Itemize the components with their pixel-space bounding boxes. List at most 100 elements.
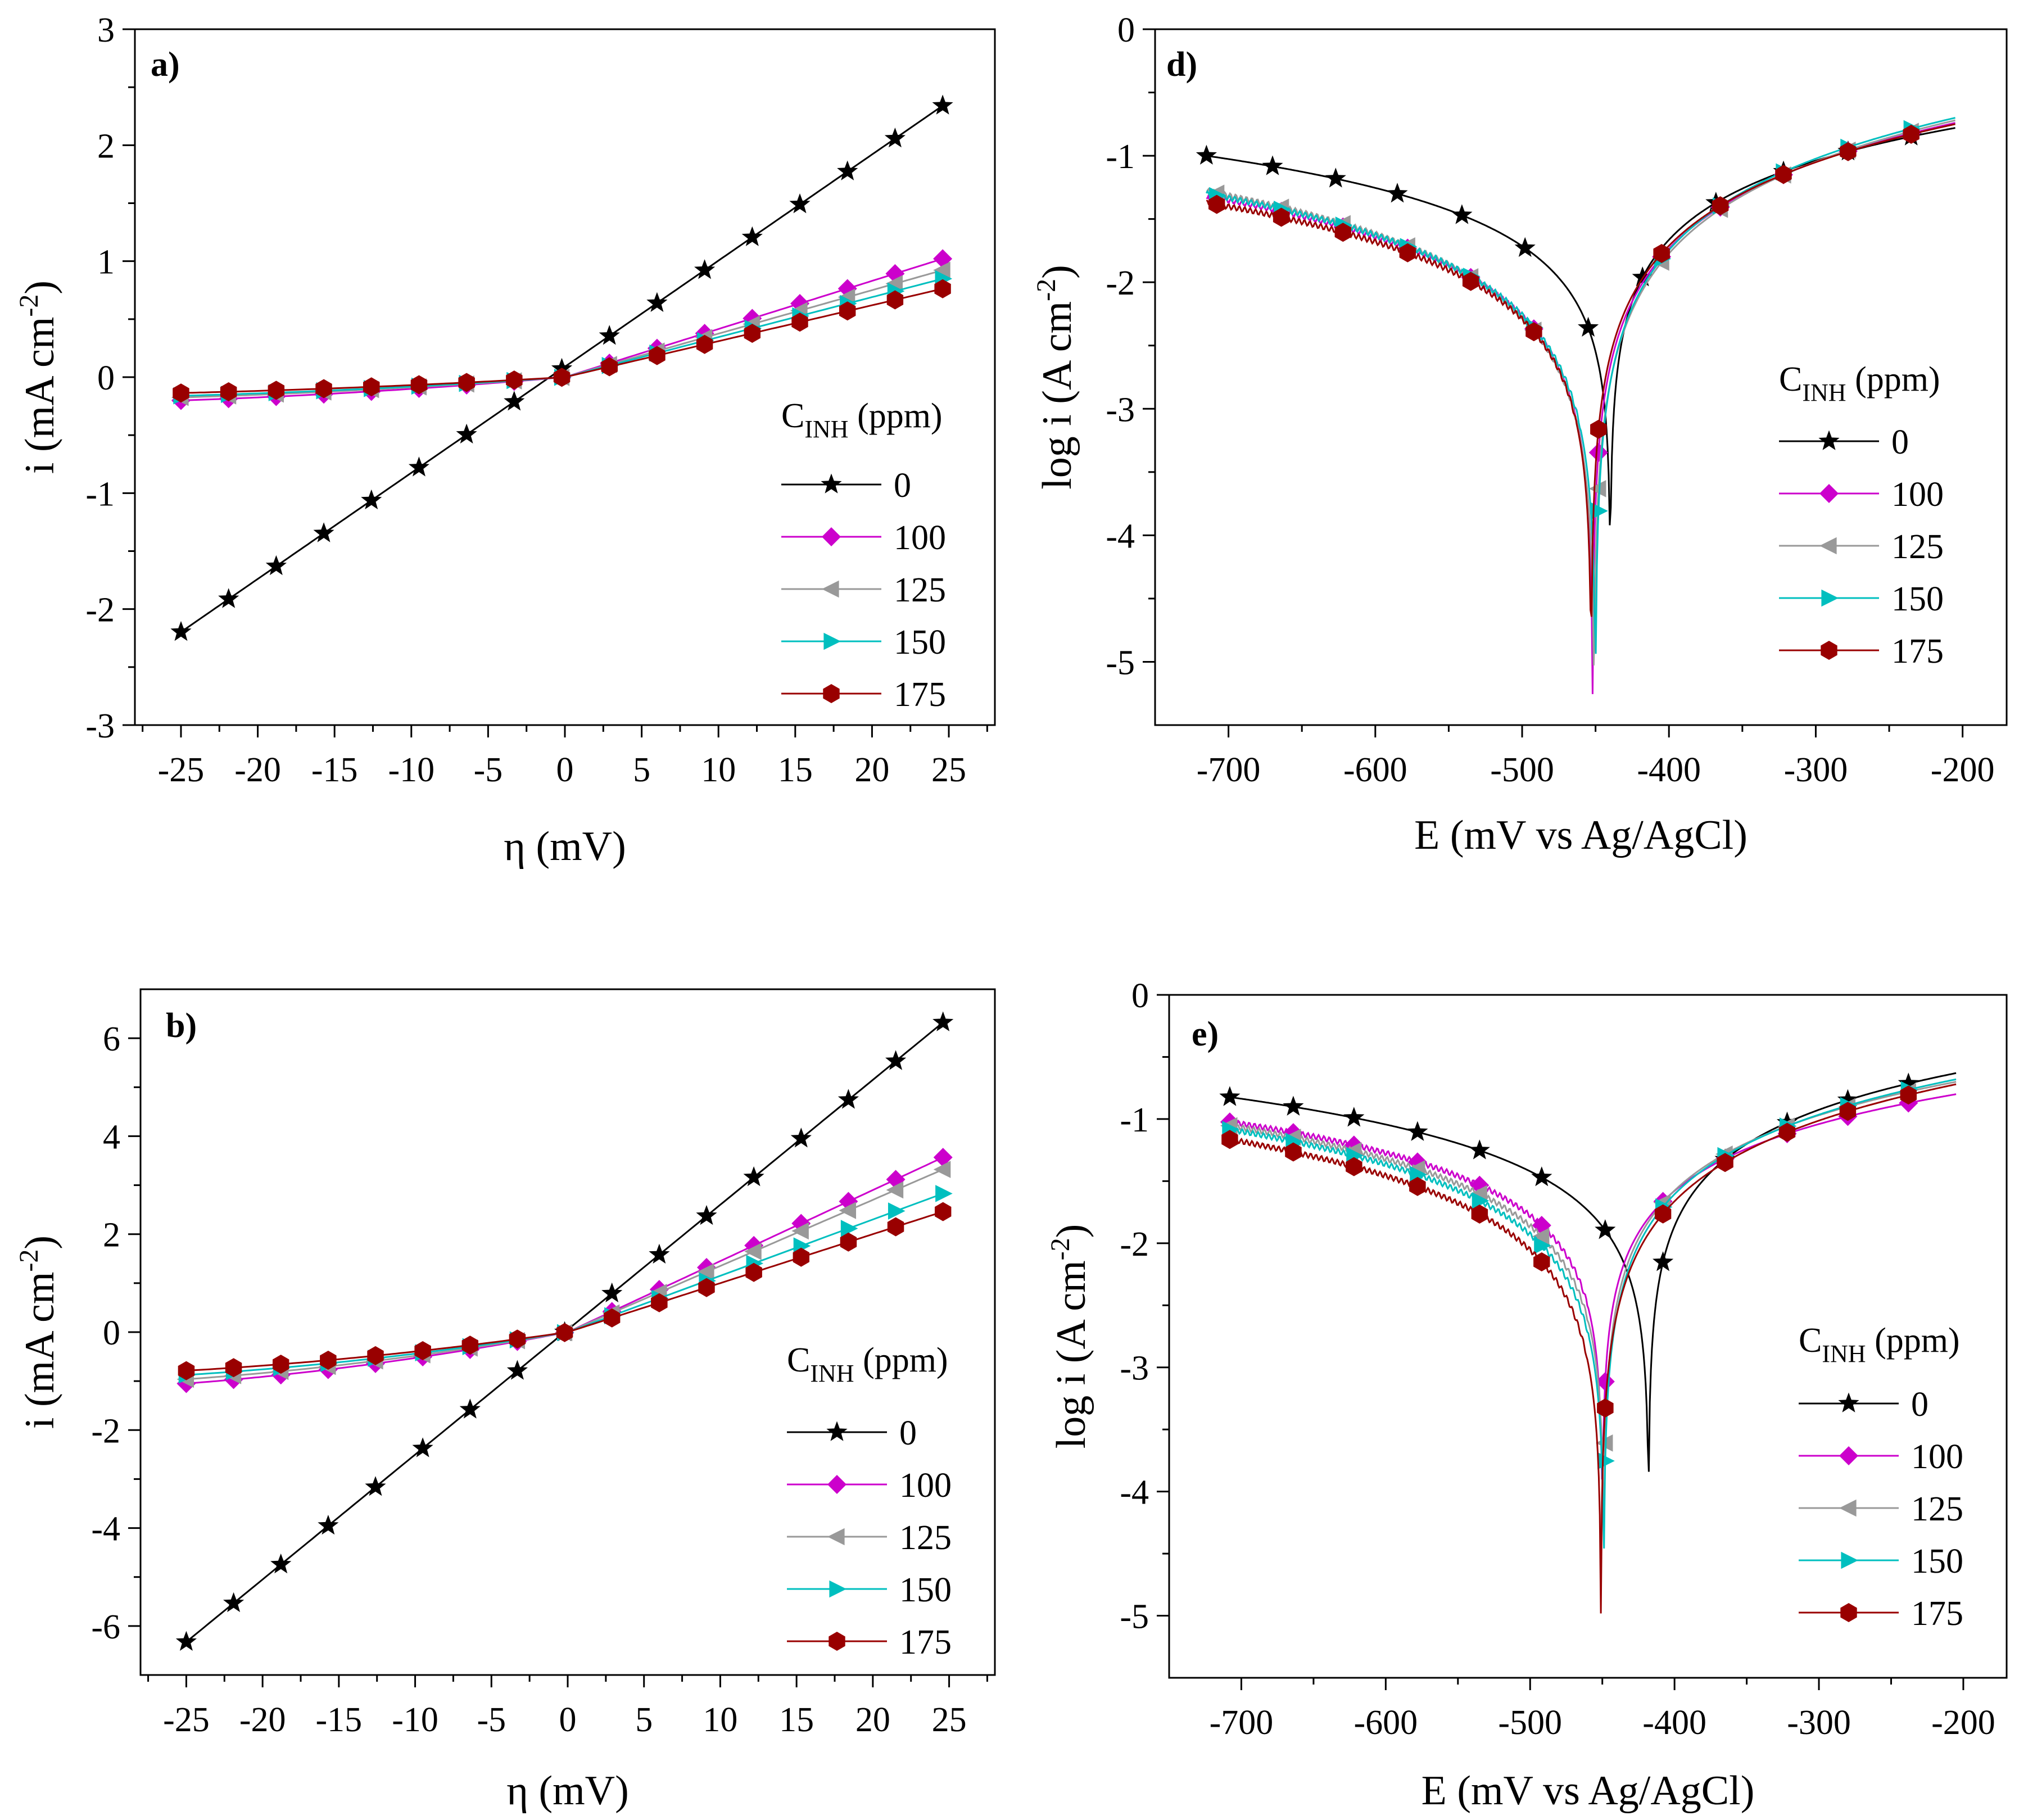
x-tick-label: -300: [1787, 1704, 1851, 1742]
data-point-175: [1409, 1176, 1426, 1196]
legend-marker: [1839, 1446, 1858, 1465]
y-tick-label: -2: [1106, 264, 1135, 302]
y-axis-title: i (mA cm-2): [14, 1235, 63, 1429]
legend-entry-label: 150: [899, 1571, 952, 1609]
x-tick-label: 20: [854, 751, 889, 789]
series-line-100: [1206, 122, 1955, 694]
data-point-150: [1597, 1452, 1615, 1470]
legend-entry-label: 0: [1911, 1386, 1929, 1424]
y-tick-label: 0: [1131, 977, 1149, 1015]
y-tick-label: -2: [85, 591, 115, 630]
series-100: [176, 1148, 953, 1393]
x-tick-label: -500: [1498, 1704, 1562, 1742]
legend-marker: [1838, 1392, 1859, 1412]
data-point-175: [1839, 1102, 1857, 1121]
data-point-0: [1632, 266, 1653, 287]
x-tick-label: -300: [1784, 751, 1848, 789]
x-tick-label: 5: [633, 751, 650, 789]
data-point-0: [790, 1128, 812, 1148]
data-point-150: [1472, 1192, 1490, 1210]
legend-marker: [821, 473, 842, 494]
data-point-0: [1451, 204, 1473, 224]
data-point-0: [1283, 1095, 1304, 1116]
data-point-125: [1588, 480, 1606, 497]
y-tick-label: -3: [1106, 391, 1135, 429]
data-point-175: [696, 334, 713, 354]
x-tick-label: -15: [311, 751, 358, 789]
y-tick-label: -2: [1120, 1225, 1149, 1264]
series-175: [1206, 123, 1955, 617]
data-point-175: [273, 1355, 289, 1374]
data-point-150: [840, 1220, 858, 1237]
data-point-175: [1399, 243, 1416, 262]
y-tick-label: 1: [97, 243, 115, 282]
data-point-0: [504, 391, 525, 411]
x-tick-label: -200: [1931, 751, 1995, 789]
data-point-175: [744, 324, 760, 343]
legend-marker: [1840, 1603, 1857, 1622]
y-tick-label: 3: [97, 11, 115, 49]
series-175: [1221, 1083, 1957, 1614]
y-tick-label: 4: [103, 1118, 120, 1156]
data-point-175: [1346, 1157, 1362, 1176]
data-point-125: [886, 1181, 904, 1199]
series-line-125: [186, 1167, 946, 1380]
x-tick-label: 15: [778, 751, 813, 789]
data-point-175: [1590, 419, 1607, 439]
legend-marker: [829, 1632, 845, 1651]
data-point-0: [170, 621, 192, 641]
data-point-0: [741, 226, 763, 246]
data-point-0: [361, 489, 382, 510]
panel-label: b): [166, 1007, 197, 1045]
x-tick-label: 15: [779, 1701, 814, 1739]
data-point-0: [838, 1089, 859, 1109]
x-tick-label: -5: [474, 751, 503, 789]
data-point-125: [839, 1202, 857, 1219]
data-point-175: [556, 1323, 573, 1342]
data-point-175: [1208, 194, 1225, 214]
series-0: [1196, 125, 1955, 526]
y-tick-label: 0: [1117, 11, 1135, 49]
series-line-175: [1206, 123, 1955, 617]
data-point-0: [1407, 1121, 1428, 1141]
data-point-0: [646, 292, 668, 312]
y-tick-label: -1: [1120, 1101, 1149, 1139]
x-tick-label: 10: [701, 751, 736, 789]
data-point-175: [1273, 207, 1290, 227]
y-tick-label: -5: [1120, 1598, 1149, 1636]
legend-marker: [1841, 1551, 1858, 1569]
data-point-175: [220, 382, 237, 401]
legend-entry-label: 175: [1891, 632, 1944, 671]
legend-marker: [1821, 641, 1837, 660]
data-point-0: [1531, 1166, 1552, 1187]
data-point-175: [793, 1247, 809, 1267]
data-point-175: [367, 1346, 384, 1365]
series-175: [173, 279, 951, 403]
y-tick-label: 2: [97, 127, 115, 165]
data-point-175: [886, 290, 904, 310]
data-point-0: [456, 423, 477, 444]
data-point-175: [363, 377, 380, 397]
legend: CINH (ppm) 0 100 125 150 175: [781, 397, 946, 714]
data-point-0: [1343, 1107, 1365, 1127]
data-point-0: [1219, 1086, 1241, 1106]
data-point-0: [1898, 1072, 1919, 1093]
y-tick-label: -4: [91, 1510, 120, 1549]
x-tick-label: 20: [855, 1701, 890, 1739]
data-point-175: [410, 375, 428, 395]
legend-marker: [829, 1580, 846, 1598]
x-axis-title: E (mV vs Ag/AgCl): [1422, 1768, 1755, 1814]
data-point-175: [461, 1335, 478, 1355]
data-point-0: [1262, 155, 1283, 175]
legend-title: CINH (ppm): [1799, 1321, 1960, 1368]
legend-entry-label: 150: [1911, 1542, 1963, 1581]
data-point-0: [743, 1166, 764, 1187]
series-line-0: [1226, 1072, 1957, 1472]
data-point-0: [313, 522, 334, 542]
data-point-175: [268, 381, 285, 400]
x-tick-label: 0: [556, 751, 574, 789]
data-point-175: [698, 1278, 715, 1297]
series-125: [176, 1161, 951, 1388]
legend-entry-label: 100: [1911, 1438, 1963, 1476]
data-point-125: [1532, 1228, 1550, 1246]
